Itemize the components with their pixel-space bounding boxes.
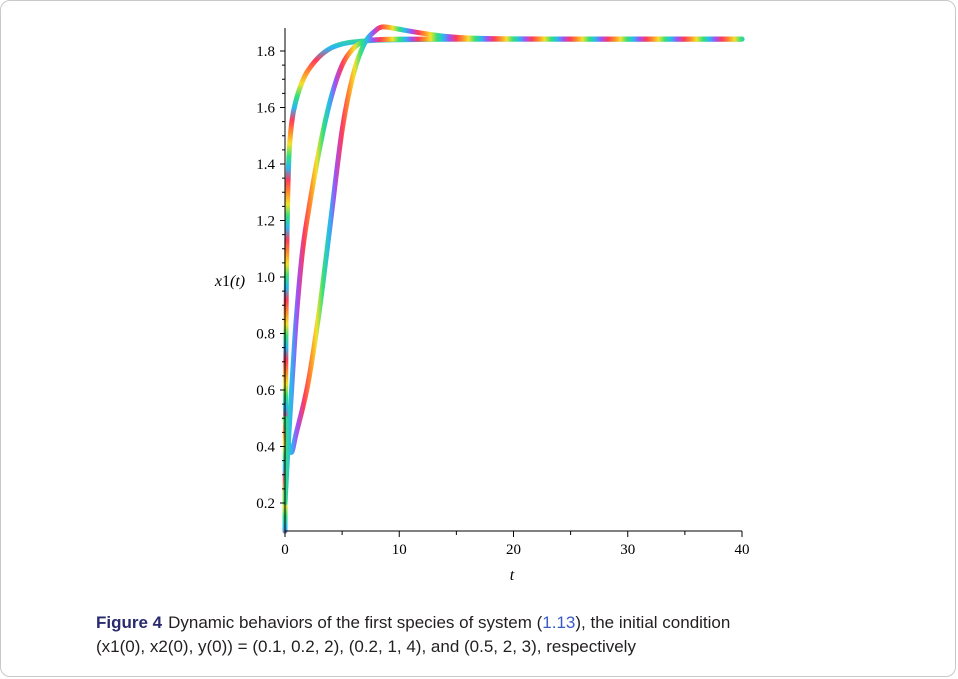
y-axis-title-index: 1	[222, 273, 230, 290]
y-axis-title-name: x	[214, 273, 222, 290]
x-tick-label: 20	[506, 542, 521, 558]
x-axis-title: t	[510, 567, 515, 584]
caption-line-1: Figure 4 Dynamic behaviors of the first s…	[96, 611, 876, 635]
series-line	[282, 36, 745, 506]
x-tick-label: 30	[620, 542, 635, 558]
x-tick-label: 0	[281, 542, 289, 558]
y-tick-label: 1.4	[256, 157, 275, 173]
axes-layer: 0.2 0.4 0.6 0.8 1.0 1.2 1.4 1.6 1.8 0 10 20 30 40	[256, 28, 750, 558]
series-path	[282, 24, 745, 455]
series-path	[282, 36, 745, 534]
series-layer	[282, 24, 745, 534]
line-chart: 0.2 0.4 0.6 0.8 1.0 1.2 1.4 1.6 1.8 0 10 20 30 40 t x…	[214, 24, 750, 584]
series-line	[282, 36, 745, 534]
y-axis-title: x1(t)	[214, 273, 245, 290]
caption-line-2: (x1(0), x2(0), y(0)) = (0.1, 0.2, 2), (0…	[96, 637, 636, 656]
y-tick-label: 1.6	[256, 101, 275, 117]
y-tick-label: 0.2	[256, 496, 275, 512]
x-tick-label: 40	[735, 542, 750, 558]
y-axis-title-arg: (t)	[230, 273, 245, 290]
series-path	[282, 36, 745, 506]
y-tick-label: 1.2	[256, 214, 275, 230]
series-line	[282, 24, 745, 455]
caption-text-after: ), the initial condition	[575, 613, 731, 632]
caption-text-before: Dynamic behaviors of the first species o…	[168, 613, 543, 632]
y-tick-label: 1.8	[256, 44, 275, 60]
equation-reference-link[interactable]: 1.13	[542, 613, 576, 632]
y-tick-label: 0.8	[256, 327, 275, 343]
y-tick-label: 0.4	[256, 440, 275, 456]
y-tick-label: 1.0	[256, 270, 275, 286]
y-tick-label: 0.6	[256, 383, 275, 399]
caption-figure-label: Figure 4	[96, 613, 163, 632]
figure-caption: Figure 4 Dynamic behaviors of the first s…	[96, 611, 876, 659]
x-tick-label: 10	[392, 542, 407, 558]
